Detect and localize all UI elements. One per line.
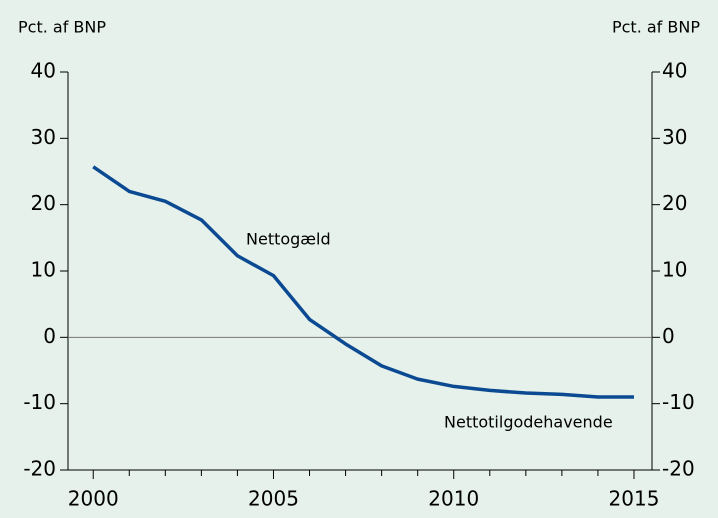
annotation: Nettogæld xyxy=(246,230,331,249)
data-line xyxy=(92,165,634,399)
y2-tick-label: -20 xyxy=(662,457,695,481)
y2-tick-label: 40 xyxy=(662,59,687,83)
y2-tick-label: 10 xyxy=(662,258,687,282)
y2-tick-label: 30 xyxy=(662,125,687,149)
x-tick-label: 2005 xyxy=(248,487,299,511)
y2-tick-label: -10 xyxy=(662,390,695,414)
y2-axis-label: Pct. af BNP xyxy=(612,18,700,37)
annotation: Nettotilgodehavende xyxy=(444,413,613,432)
x-tick-label: 2000 xyxy=(68,487,119,511)
y2-tick-label: 20 xyxy=(662,191,687,215)
y-tick-label: 10 xyxy=(31,258,56,282)
y-tick-label: -10 xyxy=(23,390,56,414)
y-tick-label: 20 xyxy=(31,191,56,215)
y-tick-label: 30 xyxy=(31,125,56,149)
y-tick-label: 0 xyxy=(43,324,56,348)
y-tick-label: -20 xyxy=(23,457,56,481)
y2-tick-label: 0 xyxy=(662,324,675,348)
x-tick-label: 2015 xyxy=(609,487,660,511)
x-tick-label: 2010 xyxy=(428,487,479,511)
y-axis-label: Pct. af BNP xyxy=(18,18,106,37)
y-tick-label: 40 xyxy=(31,59,56,83)
